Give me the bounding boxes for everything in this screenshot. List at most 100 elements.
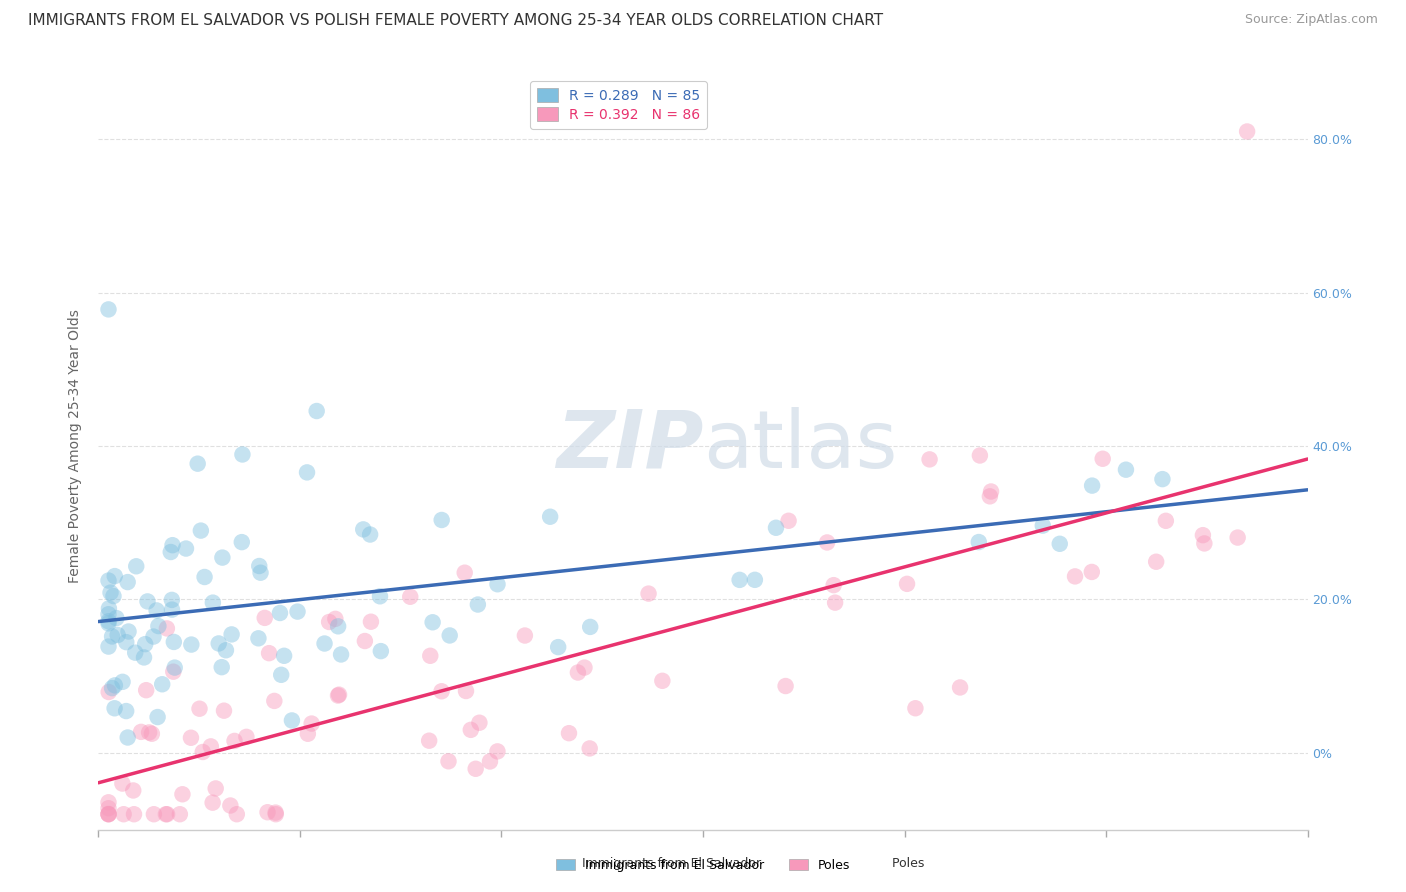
Point	[419, 648, 441, 663]
Point	[301, 716, 323, 731]
Text: IMMIGRANTS FROM EL SALVADOR VS POLISH FEMALE POVERTY AMONG 25-34 YEAR OLDS CORRE: IMMIGRANTS FROM EL SALVADOR VS POLISH FE…	[28, 13, 883, 29]
Text: Poles: Poles	[872, 856, 924, 870]
Point	[135, 683, 157, 698]
Point	[190, 524, 212, 538]
Point	[224, 734, 246, 748]
Point	[187, 457, 209, 471]
Point	[328, 688, 350, 702]
Point	[97, 807, 120, 822]
Point	[775, 679, 797, 693]
Point	[162, 665, 184, 679]
Point	[211, 660, 233, 674]
Point	[163, 635, 186, 649]
Point	[1194, 536, 1216, 550]
Point	[97, 616, 120, 631]
Point	[352, 522, 374, 536]
Point	[174, 541, 197, 556]
Point	[122, 783, 145, 797]
Point	[141, 727, 163, 741]
Point	[201, 796, 224, 810]
Point	[778, 514, 800, 528]
Point	[193, 570, 215, 584]
Point	[115, 704, 138, 718]
Point	[1081, 565, 1104, 579]
Point	[1152, 472, 1174, 486]
Point	[97, 795, 120, 809]
Point	[160, 602, 183, 616]
Point	[208, 636, 231, 650]
Point	[142, 807, 165, 822]
Point	[162, 538, 184, 552]
Point	[314, 636, 336, 650]
Point	[247, 559, 270, 574]
Point	[215, 643, 238, 657]
Point	[1064, 569, 1087, 583]
Point	[97, 601, 120, 615]
Point	[430, 513, 453, 527]
Point	[468, 715, 491, 730]
Point	[823, 578, 845, 592]
Point	[225, 807, 247, 822]
Legend: Immigrants from El Salvador, Poles: Immigrants from El Salvador, Poles	[551, 854, 855, 877]
Point	[111, 674, 134, 689]
Point	[97, 607, 120, 622]
Point	[765, 521, 787, 535]
Point	[103, 589, 125, 603]
Point	[188, 702, 211, 716]
Point	[467, 598, 489, 612]
Point	[256, 805, 278, 820]
Point	[360, 615, 382, 629]
Point	[418, 733, 440, 747]
Point	[200, 739, 222, 754]
Point	[101, 630, 124, 644]
Point	[281, 714, 304, 728]
Point	[1226, 531, 1249, 545]
Point	[949, 681, 972, 695]
Point	[547, 640, 569, 654]
Point	[824, 596, 846, 610]
Point	[969, 449, 991, 463]
Text: ZIP: ZIP	[555, 407, 703, 485]
Y-axis label: Female Poverty Among 25-34 Year Olds: Female Poverty Among 25-34 Year Olds	[69, 309, 83, 583]
Point	[105, 611, 128, 625]
Point	[437, 754, 460, 768]
Point	[117, 731, 139, 745]
Point	[235, 730, 257, 744]
Point	[297, 727, 319, 741]
Point	[124, 646, 146, 660]
Point	[104, 701, 127, 715]
Point	[97, 685, 120, 699]
Point	[728, 573, 751, 587]
Point	[148, 619, 170, 633]
Point	[111, 776, 134, 790]
Point	[1192, 528, 1215, 542]
Point	[273, 648, 295, 663]
Point	[326, 689, 349, 703]
Point	[117, 624, 139, 639]
Point	[146, 710, 169, 724]
Point	[101, 681, 124, 695]
Text: Immigrants from El Salvador: Immigrants from El Salvador	[562, 856, 762, 870]
Point	[264, 805, 287, 820]
Point	[1049, 537, 1071, 551]
Point	[142, 630, 165, 644]
Point	[538, 509, 561, 524]
Point	[263, 694, 285, 708]
Legend: R = 0.289   N = 85, R = 0.392   N = 86: R = 0.289 N = 85, R = 0.392 N = 86	[530, 81, 707, 128]
Point	[287, 605, 309, 619]
Point	[191, 745, 214, 759]
Point	[180, 638, 202, 652]
Point	[980, 484, 1002, 499]
Point	[156, 622, 179, 636]
Point	[231, 447, 253, 461]
Point	[219, 798, 242, 813]
Point	[156, 807, 179, 822]
Point	[97, 807, 120, 822]
Text: atlas: atlas	[703, 407, 897, 485]
Point	[160, 593, 183, 607]
Point	[815, 535, 838, 549]
Point	[967, 535, 990, 549]
Point	[270, 668, 292, 682]
Point	[117, 575, 139, 590]
Point	[180, 731, 202, 745]
